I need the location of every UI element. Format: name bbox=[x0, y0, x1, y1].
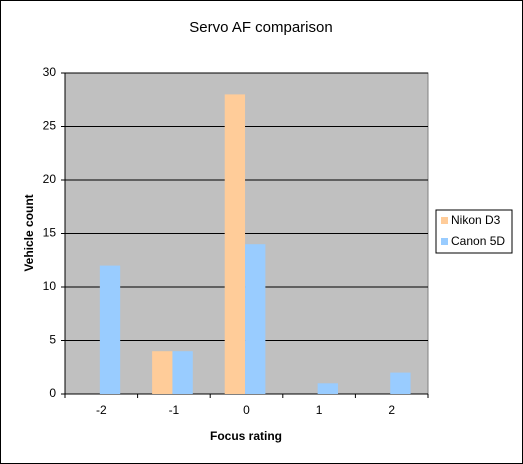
y-tick-label: 5 bbox=[49, 333, 56, 347]
legend-swatch bbox=[441, 238, 448, 245]
x-tick-label: 0 bbox=[243, 403, 250, 417]
y-axis-label: Vehicle count bbox=[22, 194, 36, 271]
bar bbox=[224, 94, 246, 395]
y-tick-label: 25 bbox=[43, 119, 57, 133]
y-tick-label: 15 bbox=[43, 226, 57, 240]
bar bbox=[99, 265, 121, 394]
x-tick-label: -1 bbox=[169, 403, 180, 417]
x-tick-label: 2 bbox=[388, 403, 395, 417]
bar bbox=[317, 383, 338, 394]
bar bbox=[390, 372, 411, 394]
legend-box bbox=[435, 209, 513, 254]
legend-label: Nikon D3 bbox=[451, 213, 501, 227]
legend-label: Canon 5D bbox=[451, 234, 505, 248]
y-tick-label: 0 bbox=[49, 386, 56, 400]
bar bbox=[245, 244, 266, 394]
chart-title: Servo AF comparison bbox=[189, 19, 332, 36]
x-axis-label: Focus rating bbox=[210, 429, 282, 443]
bar bbox=[152, 351, 173, 394]
x-tick-label: -2 bbox=[96, 403, 107, 417]
y-tick-label: 10 bbox=[43, 279, 57, 293]
y-tick-label: 30 bbox=[43, 65, 57, 79]
y-tick-label: 20 bbox=[43, 172, 57, 186]
x-tick-label: 1 bbox=[316, 403, 323, 417]
bar bbox=[172, 351, 193, 394]
legend-swatch bbox=[441, 217, 448, 224]
